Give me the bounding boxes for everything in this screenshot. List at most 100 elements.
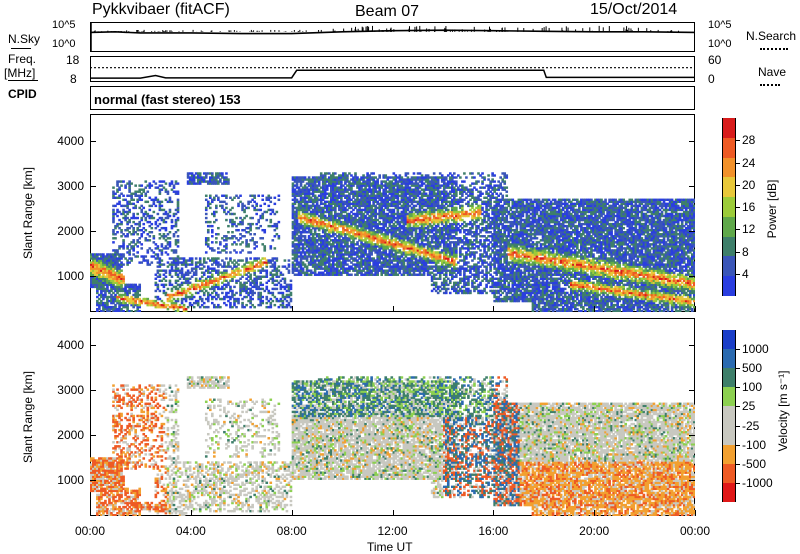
- power-cell: [342, 237, 345, 240]
- power-cell: [160, 243, 164, 246]
- power-cell: [374, 216, 377, 220]
- power-cell: [378, 216, 381, 220]
- power-cell: [122, 279, 125, 283]
- power-cell: [239, 200, 242, 204]
- power-cell: [196, 265, 200, 268]
- power-cell: [317, 261, 321, 264]
- power-cell: [221, 194, 224, 197]
- power-cell: [259, 291, 263, 295]
- power-cell: [134, 216, 137, 220]
- power-cell: [233, 241, 236, 244]
- power-cell: [346, 226, 349, 230]
- power-cell: [122, 255, 125, 258]
- power-cell: [257, 287, 260, 291]
- power-cell: [374, 194, 377, 197]
- power-cell: [366, 255, 369, 258]
- power-cell: [156, 303, 160, 307]
- power-cell: [168, 299, 172, 303]
- power-cell: [142, 206, 146, 210]
- power-cell: [305, 273, 309, 276]
- power-cell: [313, 261, 317, 264]
- power-cell: [174, 243, 178, 246]
- power-cell: [196, 180, 200, 183]
- power-cell: [392, 265, 396, 268]
- power-cell: [309, 214, 313, 218]
- power-cell: [263, 202, 267, 206]
- power-cell: [352, 178, 355, 181]
- power-cell: [96, 307, 99, 311]
- power-cell: [261, 243, 265, 246]
- power-cell: [156, 257, 160, 260]
- power-cell: [406, 192, 410, 195]
- power-cell: [140, 198, 144, 202]
- power-cell: [120, 275, 123, 278]
- power-cell: [303, 192, 307, 195]
- power-cell: [356, 226, 359, 230]
- power-cell: [150, 299, 154, 303]
- power-cell: [348, 251, 351, 254]
- power-cell: [102, 277, 105, 280]
- power-cell: [416, 218, 420, 222]
- power-cell: [208, 287, 212, 291]
- power-cell: [269, 303, 273, 307]
- power-cell: [388, 192, 392, 195]
- power-cell: [106, 305, 109, 309]
- power-cell: [366, 226, 369, 230]
- power-cell: [362, 188, 365, 191]
- power-cell: [287, 263, 291, 266]
- power-cell: [325, 228, 329, 232]
- power-cell: [400, 226, 404, 230]
- power-cell: [327, 257, 331, 260]
- power-cell: [382, 235, 386, 238]
- power-cell: [321, 176, 325, 179]
- power-cell: [217, 287, 220, 291]
- power-cell: [176, 206, 180, 210]
- power-cell: [160, 303, 164, 307]
- power-cell: [346, 214, 349, 218]
- power-cell: [190, 261, 194, 264]
- power-cell: [388, 251, 392, 254]
- power-cell: [404, 204, 408, 208]
- power-cell: [406, 200, 410, 204]
- power-cell: [102, 275, 105, 278]
- power-cell: [392, 216, 396, 220]
- power-cell: [204, 281, 208, 285]
- power-cell: [321, 257, 325, 260]
- power-cell: [291, 176, 295, 179]
- power-cell: [340, 178, 343, 181]
- power-cell: [116, 279, 119, 283]
- power-cell: [334, 269, 337, 272]
- power-cell: [402, 271, 406, 274]
- power-cell: [182, 273, 186, 276]
- power-cell: [229, 265, 232, 268]
- power-cell: [354, 251, 357, 254]
- power-cell: [112, 277, 115, 280]
- power-cell: [295, 247, 299, 250]
- power-cell: [342, 226, 345, 230]
- power-cell: [348, 245, 351, 248]
- power-cell: [213, 212, 216, 216]
- power-cell: [120, 273, 123, 276]
- power-cell: [299, 269, 303, 272]
- power-cell: [130, 309, 133, 312]
- power-cell: [416, 226, 420, 230]
- power-cell: [374, 271, 377, 274]
- power-cell: [257, 295, 260, 299]
- power-cell: [334, 186, 337, 189]
- power-cell: [358, 257, 361, 260]
- power-cell: [223, 279, 226, 283]
- power-cell: [217, 263, 220, 266]
- power-cell: [360, 251, 363, 254]
- power-cell: [329, 235, 333, 238]
- power-cell: [356, 218, 359, 222]
- power-cell: [327, 249, 331, 252]
- power-cell: [317, 188, 321, 191]
- power-cell: [406, 198, 410, 202]
- power-cell: [223, 176, 226, 179]
- power-cell: [368, 200, 371, 204]
- power-cell: [233, 263, 236, 266]
- power-cell: [94, 263, 97, 266]
- power-cell: [380, 269, 384, 272]
- power-cell: [338, 216, 341, 220]
- power-cell: [378, 245, 381, 248]
